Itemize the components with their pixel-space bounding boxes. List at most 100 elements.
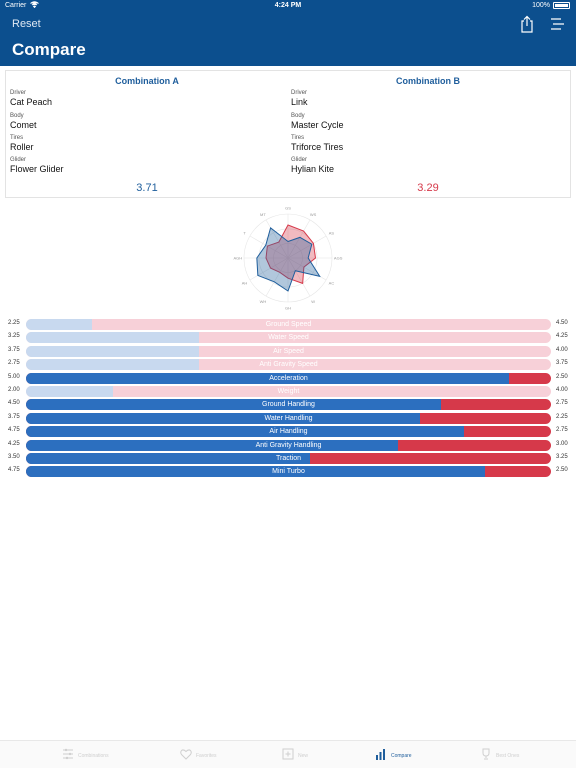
tab-label: Compare — [391, 753, 412, 759]
radar-axis-label: AH — [242, 281, 248, 286]
combination-a-value: 3.75 — [8, 413, 20, 420]
stat-bar: Water Speed — [26, 332, 551, 344]
radar-axis — [249, 257, 289, 281]
plus-square-icon — [282, 748, 294, 760]
combination-a-value: 2.00 — [8, 387, 20, 393]
tab-label: New — [298, 753, 309, 759]
stat-bar-fill — [26, 359, 200, 371]
stat-row: 4.50 Ground Handling 2.75 — [0, 399, 576, 411]
combination-b-value: 2.75 — [556, 427, 568, 434]
stat-bar: Water Handling — [26, 412, 551, 424]
combination-a-value: 3.25 — [8, 333, 20, 340]
combination-b-score: 3.29 — [417, 182, 439, 194]
radar-axis — [265, 219, 289, 259]
glider-field: Glider Hylian Kite — [291, 157, 334, 175]
field-value: Master Cycle — [291, 120, 344, 130]
radar-axis-label: W — [311, 299, 315, 304]
tab-favorites[interactable]: Favorites — [180, 741, 250, 768]
combination-a-value: 3.75 — [8, 346, 20, 353]
radar-axis-label: GS — [285, 205, 291, 210]
stat-bar-fill — [26, 412, 420, 424]
stat-label: Ground Handling — [262, 401, 315, 409]
stat-label: Weight — [277, 388, 300, 395]
stat-label: Mini Turbo — [272, 468, 305, 476]
radar-axis — [287, 257, 311, 297]
radar-chart: GS WS AS AGS AC W GH WH AH AGH T MT — [234, 205, 343, 311]
combination-b-value: 4.50 — [556, 320, 568, 326]
radar-axis-label: GH — [285, 306, 291, 311]
field-label: Tires — [10, 135, 24, 141]
stat-bar: Mini Turbo — [26, 466, 551, 478]
stat-bar: Air Speed — [26, 345, 551, 357]
radar-axis-label: T — [243, 230, 246, 235]
combination-a-column: Combination A Driver Cat Peach Body Come… — [6, 71, 288, 197]
combination-b-value: 4.00 — [556, 387, 568, 393]
status-time: 4:24 PM — [274, 2, 302, 9]
tab-combinations[interactable]: Combinations — [62, 741, 132, 768]
stat-label: Acceleration — [269, 374, 308, 382]
stat-bar: Air Handling — [26, 426, 551, 438]
stat-label: Anti Gravity Speed — [259, 361, 318, 369]
radar-axis-label: MT — [260, 212, 266, 217]
carrier-label: Carrier — [5, 2, 27, 9]
tab-bar: Combinations Favorites New Compare Best Ones — [0, 740, 576, 768]
radar-axis-label: AGH — [234, 256, 243, 261]
stat-bar-fill — [26, 426, 464, 438]
stat-bar-fill — [26, 466, 486, 478]
tab-best-ones[interactable]: Best Ones — [480, 741, 550, 768]
combination-a-value: 2.75 — [8, 360, 20, 367]
stat-bar: Anti Gravity Handling — [26, 439, 551, 451]
stat-label: Water Handling — [264, 414, 313, 422]
tab-label: Combinations — [78, 753, 109, 759]
stat-bar-fill — [26, 386, 113, 397]
radar-axis — [265, 257, 289, 297]
page-title: Compare — [12, 40, 86, 59]
tires-field: Tires Triforce Tires — [291, 135, 343, 153]
combination-card: Combination A Driver Cat Peach Body Come… — [5, 70, 571, 198]
stat-row: 3.75 Air Speed 4.00 — [0, 345, 576, 357]
share-icon[interactable] — [519, 15, 535, 33]
stat-row: 5.00 Acceleration 2.50 — [0, 372, 576, 384]
stat-row: 3.50 Traction 3.25 — [0, 453, 576, 464]
tab-new[interactable]: New — [282, 741, 352, 768]
stat-bar-fill — [26, 319, 92, 330]
field-label: Driver — [291, 90, 307, 96]
stat-label: Air Speed — [273, 347, 304, 355]
combination-a-title: Combination A — [115, 76, 179, 86]
combination-b-value: 4.25 — [556, 333, 568, 340]
radar-axis-label: AS — [329, 230, 335, 235]
stat-bar: Acceleration — [26, 372, 551, 384]
bar-chart-icon — [376, 749, 385, 760]
stat-label: Water Speed — [268, 334, 309, 342]
stat-row: 4.75 Air Handling 2.75 — [0, 426, 576, 438]
combination-a-value: 4.25 — [8, 440, 20, 447]
stat-row: 2.00 Weight 4.00 — [0, 386, 576, 397]
combination-a-value: 3.50 — [8, 454, 20, 460]
stat-bar-fill — [26, 439, 398, 451]
driver-field: Driver Link — [291, 90, 308, 108]
menu-icon[interactable] — [549, 17, 565, 31]
wifi-icon — [30, 1, 39, 10]
combination-b-value: 2.50 — [556, 467, 568, 474]
tab-label: Best Ones — [496, 753, 520, 759]
reset-button[interactable]: Reset — [12, 18, 41, 30]
stat-label: Air Handling — [269, 428, 308, 436]
stat-label: Anti Gravity Handling — [255, 441, 322, 449]
combination-b-value: 2.75 — [556, 400, 568, 407]
status-bar: Carrier 4:24 PM 100% — [0, 0, 576, 12]
stat-row: 3.75 Water Handling 2.25 — [0, 412, 576, 424]
body-field: Body Comet — [10, 113, 37, 131]
stat-bar-fill — [26, 453, 310, 464]
field-value: Roller — [10, 142, 34, 152]
combination-a-value: 4.75 — [8, 467, 20, 474]
trophy-icon — [482, 748, 490, 760]
combination-a-value: 4.75 — [8, 427, 20, 434]
combination-a-value: 5.00 — [8, 373, 20, 380]
tab-compare[interactable]: Compare — [375, 741, 445, 768]
heart-icon — [180, 749, 192, 760]
stat-row: 4.75 Mini Turbo 2.50 — [0, 466, 576, 478]
tires-field: Tires Roller — [10, 135, 34, 153]
field-value: Link — [291, 97, 308, 107]
stat-bar-fill — [26, 345, 200, 357]
combination-b-value: 3.25 — [556, 454, 568, 460]
